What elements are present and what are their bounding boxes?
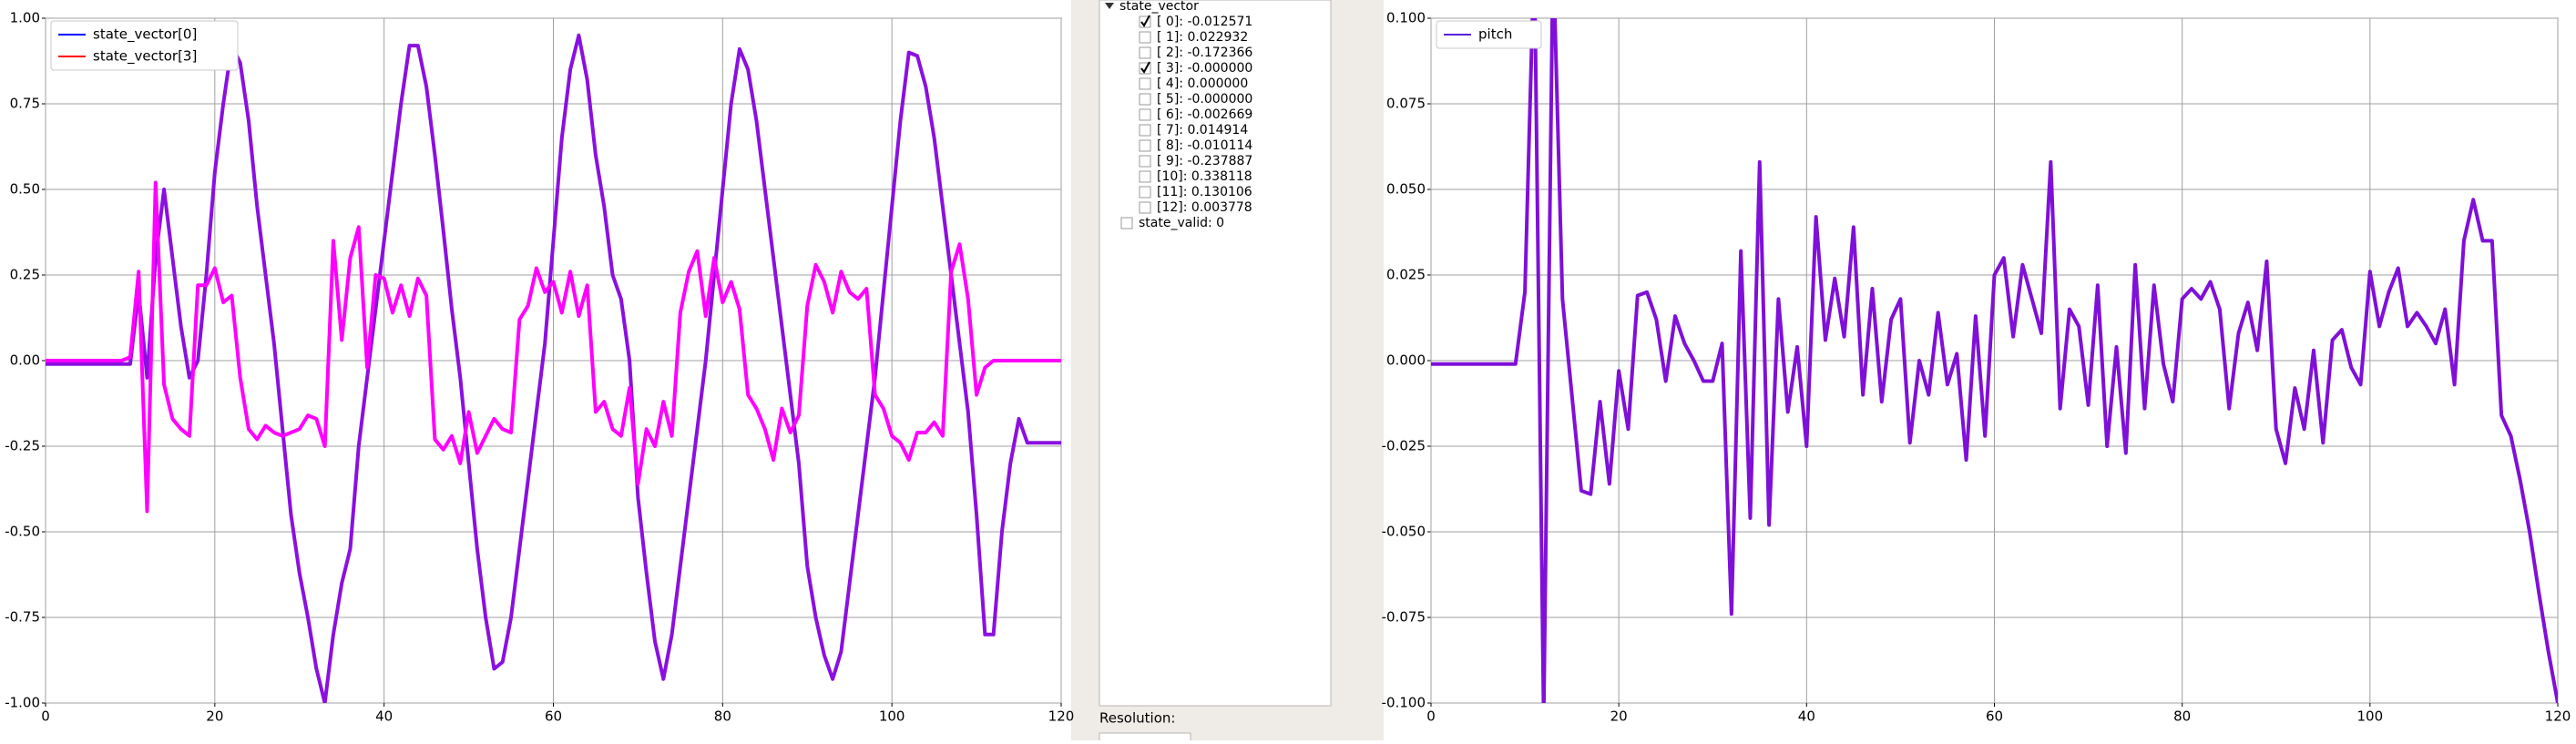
y-tick-label: -0.075: [1382, 609, 1426, 626]
y-tick-label: 0.050: [1386, 181, 1426, 198]
y-tick-label: 0.75: [10, 96, 40, 112]
x-tick-label: 20: [1610, 708, 1628, 725]
y-tick-label: -0.025: [1382, 438, 1426, 454]
checkbox[interactable]: [1139, 124, 1151, 137]
resolution-label: Resolution:: [1099, 710, 1175, 727]
checkbox[interactable]: [1139, 77, 1151, 90]
y-tick-label: 0.075: [1386, 96, 1426, 112]
tree-item: [ 6]: -0.002669: [1157, 107, 1252, 122]
x-tick-label: 40: [375, 708, 393, 725]
tree-item: [11]: 0.130106: [1157, 185, 1252, 199]
x-tick-label: 80: [2173, 708, 2191, 725]
tree-item: [ 8]: -0.010114: [1157, 138, 1252, 153]
y-tick-label: -1.00: [5, 695, 40, 711]
tree-item: [ 1]: 0.022932: [1157, 30, 1248, 45]
x-tick-label: 60: [545, 708, 562, 725]
x-tick-label: 100: [2357, 708, 2384, 725]
series-line: [46, 33, 1061, 703]
check-mark: [1140, 61, 1150, 74]
checkbox[interactable]: [1139, 139, 1151, 152]
tree-item: [ 3]: -0.000000: [1157, 61, 1252, 76]
x-tick-label: 0: [1426, 708, 1436, 725]
series-line: [46, 180, 1061, 514]
tree-item: [ 0]: -0.012571: [1157, 15, 1252, 29]
y-tick-label: 0.00: [10, 352, 40, 369]
x-tick-label: 20: [206, 708, 223, 725]
x-tick-label: 120: [1048, 708, 1075, 725]
legend-box: [1436, 20, 1542, 49]
y-tick-label: 0.25: [10, 267, 40, 283]
tree-item: [ 9]: -0.237887: [1157, 154, 1252, 168]
tree-view[interactable]: [1099, 0, 1332, 707]
checkbox[interactable]: [1139, 155, 1151, 168]
tree-item: [ 2]: -0.172366: [1157, 46, 1252, 60]
x-tick-label: 80: [714, 708, 731, 725]
x-tick-label: 60: [1986, 708, 2003, 725]
tree-item: [ 7]: 0.014914: [1157, 123, 1248, 138]
resolution-input[interactable]: [1099, 732, 1191, 744]
checkbox[interactable]: [1139, 108, 1151, 121]
y-tick-label: -0.75: [5, 609, 40, 626]
legend-box: [50, 20, 239, 71]
x-tick-label: 100: [879, 708, 905, 725]
tree-item: [ 4]: 0.000000: [1157, 76, 1248, 91]
y-tick-label: 0.000: [1386, 352, 1426, 369]
tree-item: [12]: 0.003778: [1157, 200, 1252, 215]
tree-item: [10]: 0.338118: [1157, 169, 1252, 184]
legend-label: state_vector[3]: [93, 48, 197, 66]
x-tick-label: 0: [41, 708, 50, 725]
y-tick-label: 0.50: [10, 181, 40, 198]
checkbox[interactable]: [1139, 170, 1151, 183]
tree-item: [ 5]: -0.000000: [1157, 92, 1252, 107]
y-tick-label: -0.100: [1382, 695, 1426, 711]
legend-label: state_vector[0]: [93, 26, 197, 44]
legend-label: pitch: [1478, 26, 1512, 43]
y-tick-label: 1.00: [10, 10, 40, 26]
checkbox[interactable]: [1139, 93, 1151, 106]
checkbox[interactable]: [1139, 201, 1151, 214]
tree-root: state_vector: [1119, 0, 1199, 14]
checkbox[interactable]: [1139, 31, 1151, 44]
tree: state_vector[ 0]: -0.012571[ 1]: 0.02293…: [1105, 0, 1252, 230]
checkbox[interactable]: [1139, 46, 1151, 59]
y-tick-label: 0.025: [1386, 267, 1426, 283]
checkbox[interactable]: [1139, 186, 1151, 199]
y-tick-label: -0.050: [1382, 524, 1426, 540]
x-tick-label: 40: [1798, 708, 1815, 725]
y-tick-label: 0.100: [1386, 10, 1426, 26]
checkbox[interactable]: [1120, 217, 1133, 229]
series-line: [1431, 18, 2558, 703]
x-tick-label: 120: [2545, 708, 2571, 725]
check-mark: [1140, 15, 1150, 27]
y-tick-label: -0.50: [5, 524, 40, 540]
y-tick-label: -0.25: [5, 438, 40, 454]
tree-item: state_valid: 0: [1139, 216, 1224, 230]
expand-arrow: [1105, 3, 1114, 9]
